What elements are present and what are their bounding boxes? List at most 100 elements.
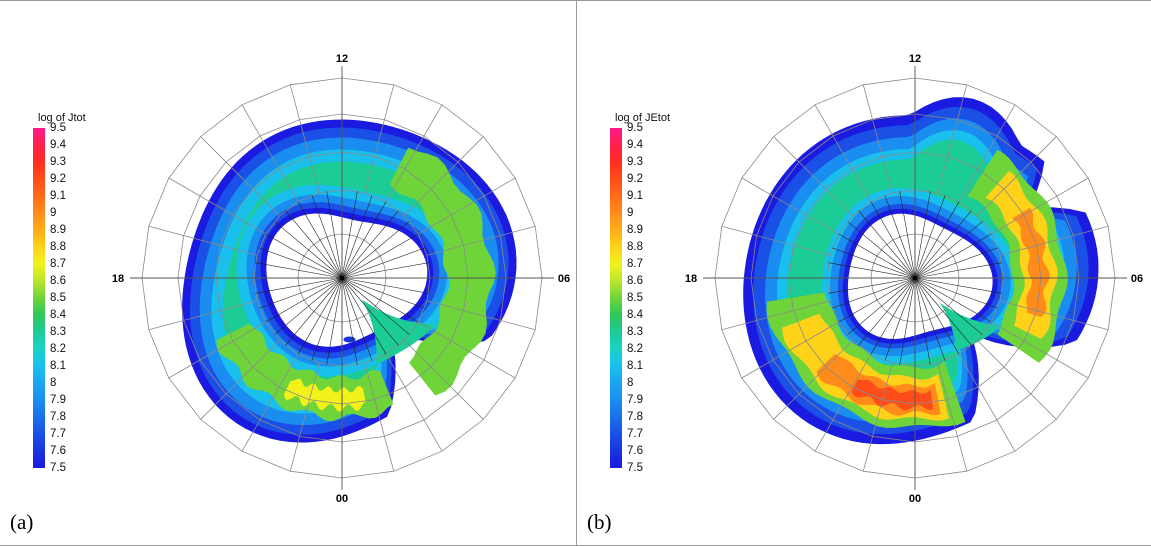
panel-label-a: (a) bbox=[10, 510, 34, 534]
colorbar-tick-label: 8 bbox=[50, 377, 57, 389]
grid-inner-spoke bbox=[914, 247, 998, 279]
grid-spoke bbox=[862, 362, 893, 472]
grid-spoke bbox=[385, 104, 443, 202]
legend-title-b: log of JEtot bbox=[615, 112, 671, 124]
grid-inner-spoke bbox=[341, 262, 429, 279]
panel-divider bbox=[576, 0, 577, 546]
colorbar-tick-label: 8.5 bbox=[50, 292, 66, 304]
contour-layers-a bbox=[182, 119, 517, 443]
grid-inner-spoke bbox=[255, 262, 343, 279]
grid-spoke bbox=[200, 136, 281, 217]
polar-plot-a: 12 06 00 18 bbox=[112, 53, 570, 505]
polar-grid: 12 06 00 18 bbox=[685, 53, 1143, 505]
grid-inner-spoke bbox=[858, 210, 916, 279]
grid-inner-spoke bbox=[311, 195, 343, 279]
colorbar-tick-label: 9.5 bbox=[50, 122, 66, 134]
grid-inner-spoke bbox=[341, 201, 387, 279]
grid-inner-spoke bbox=[341, 277, 429, 294]
grid-spoke bbox=[741, 177, 839, 235]
grid-spoke bbox=[200, 339, 281, 420]
grid-spoke bbox=[721, 300, 831, 331]
grid-inner-spoke bbox=[914, 277, 972, 346]
grid-inner-spoke bbox=[847, 277, 916, 335]
grid-inner-spoke bbox=[341, 277, 410, 335]
grid-inner-spoke bbox=[341, 233, 419, 279]
grid-spoke bbox=[999, 300, 1109, 331]
grid-spoke bbox=[862, 84, 893, 194]
grid-spoke bbox=[364, 84, 395, 194]
colorbar-tick-label: 8 bbox=[627, 377, 634, 389]
colorbar-tick-label: 8.4 bbox=[50, 309, 66, 321]
grid-inner-spoke bbox=[914, 277, 992, 323]
colorbar-a bbox=[33, 128, 45, 468]
colorbar-tick-label: 7.9 bbox=[627, 394, 643, 406]
mlt-label-18: 18 bbox=[112, 273, 124, 285]
colorbar-tick-label: 8.8 bbox=[627, 241, 643, 253]
colorbar-tick-label: 9 bbox=[50, 207, 57, 219]
grid-inner-spoke bbox=[838, 233, 916, 279]
grid-inner-spoke bbox=[838, 277, 916, 323]
colorbar-tick-label: 7.8 bbox=[50, 411, 66, 423]
grid-spoke bbox=[426, 300, 536, 331]
contour-spot bbox=[343, 336, 356, 343]
contour-level bbox=[211, 149, 487, 414]
grid-inner-spoke bbox=[311, 277, 343, 361]
colorbar-tick-label: 9.4 bbox=[50, 139, 66, 151]
grid-inner-spoke bbox=[832, 247, 916, 279]
legend-title-a: log of Jtot bbox=[38, 112, 86, 124]
grid-spoke bbox=[148, 300, 258, 331]
colorbar-tick-label: 7.6 bbox=[627, 445, 643, 457]
colorbar-tick-label: 8.5 bbox=[627, 292, 643, 304]
grid-spoke bbox=[721, 225, 831, 256]
grid-inner-spoke bbox=[847, 221, 916, 279]
grid-inner-spoke bbox=[285, 277, 343, 346]
grid-inner-spoke bbox=[884, 195, 916, 279]
colorbar-tick-label: 9.3 bbox=[627, 156, 643, 168]
grid-spoke bbox=[741, 321, 839, 379]
grid-spoke bbox=[364, 362, 395, 472]
grid-inner-spoke bbox=[870, 201, 916, 279]
grid-inner-spoke bbox=[341, 210, 399, 279]
grid-inner-spoke bbox=[884, 277, 916, 361]
grid-inner-spoke bbox=[341, 277, 387, 355]
colorbar-tick-label: 9.1 bbox=[627, 190, 643, 202]
grid-inner-spoke bbox=[341, 191, 358, 279]
grid-inner-spoke bbox=[341, 221, 410, 279]
contour-patch-dawn bbox=[389, 147, 496, 396]
colorbar-tick-label: 7.9 bbox=[50, 394, 66, 406]
colorbar-tick-label: 7.6 bbox=[50, 445, 66, 457]
grid-spoke bbox=[289, 84, 320, 194]
grid-inner-spoke bbox=[274, 277, 343, 335]
colorbar-tick-label: 9.1 bbox=[50, 190, 66, 202]
grid-spoke bbox=[814, 354, 872, 452]
grid-inner-spoke bbox=[914, 221, 983, 279]
grid-inner-spoke bbox=[914, 262, 1002, 279]
grid-inner-spoke bbox=[341, 277, 399, 346]
panel-b: 12 06 00 18 log of JEtot 9.5 9.4 9.3 9.2 9.1 9 8.… bbox=[577, 0, 1151, 546]
grid-spoke bbox=[976, 136, 1057, 217]
colorbar-tick-label: 7.8 bbox=[627, 411, 643, 423]
mlt-label-12: 12 bbox=[909, 53, 921, 65]
grid-inner-spoke bbox=[259, 277, 343, 309]
colorbar-tick-label: 9 bbox=[627, 207, 634, 219]
grid-spoke bbox=[241, 354, 299, 452]
grid-inner-spoke bbox=[899, 277, 916, 365]
grid-inner-spoke bbox=[914, 195, 946, 279]
colorbar-tick-label: 8.7 bbox=[50, 258, 66, 270]
grid-inner-spoke bbox=[832, 277, 916, 309]
grid-inner-spoke bbox=[914, 277, 998, 309]
mlt-label-12: 12 bbox=[336, 53, 348, 65]
grid-inner-spoke bbox=[914, 201, 960, 279]
grid-inner-spoke bbox=[274, 221, 343, 279]
grid-spoke bbox=[426, 225, 536, 256]
colorbar-tick-label: 8.7 bbox=[627, 258, 643, 270]
mlt-label-06: 06 bbox=[1131, 273, 1143, 285]
grid-inner-spoke bbox=[341, 247, 425, 279]
colorbar-tick-label: 7.7 bbox=[50, 428, 66, 440]
grid-inner-spoke bbox=[265, 277, 343, 323]
grid-spoke bbox=[976, 339, 1057, 420]
grid-inner-spoke bbox=[259, 247, 343, 279]
grid-inner-spoke bbox=[828, 262, 916, 279]
colorbar-tick-label: 9.5 bbox=[627, 122, 643, 134]
